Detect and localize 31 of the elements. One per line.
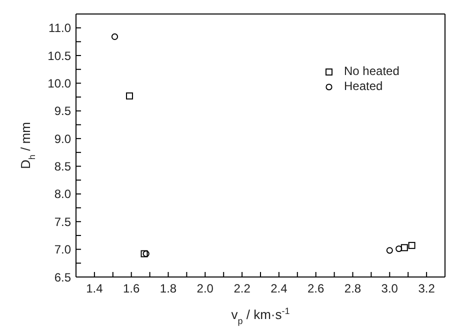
point [400, 244, 408, 252]
x-tick-label: 2.4 [270, 282, 288, 296]
point [111, 33, 118, 40]
x-tick-label: 1.4 [86, 282, 104, 296]
legend-label: No heated [344, 64, 400, 79]
y-tick-label: 9.0 [54, 132, 72, 146]
point [386, 247, 393, 254]
x-tick-label: 3.2 [418, 282, 436, 296]
y-tick-label: 8.0 [54, 187, 72, 202]
y-tick-label: 8.5 [54, 160, 72, 174]
x-tick-label: 3.0 [381, 282, 398, 296]
x-axis-title: v$_{p}$ / km·s$^{-1}$ [231, 306, 290, 326]
y-tick-label: 10.5 [48, 48, 72, 63]
point [142, 250, 150, 258]
y-tick-label: 6.5 [54, 270, 72, 284]
x-tick-label: 2.0 [196, 282, 214, 296]
y-tick-label: 7.0 [54, 242, 72, 257]
point [396, 245, 402, 252]
x-tick-label: 2.6 [308, 282, 325, 296]
y-tick-label: 10.0 [48, 76, 72, 90]
point [140, 250, 148, 258]
x-tick-label: 2.8 [344, 282, 362, 296]
legend-label: Heated [344, 79, 383, 94]
point [126, 92, 134, 100]
point [408, 242, 416, 249]
x-tick-label: 1.6 [123, 282, 140, 296]
y-tick-label: 9.5 [54, 104, 72, 118]
x-tick-label: 1.8 [160, 282, 177, 296]
x-tick-label: 2.2 [234, 282, 251, 296]
y-tick-label: 7.5 [54, 214, 72, 229]
y-tick-label: 11.0 [48, 21, 72, 36]
